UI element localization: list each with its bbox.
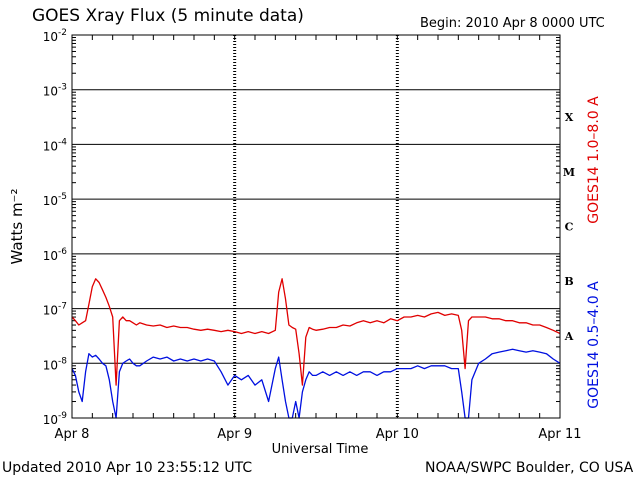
flare-class-label: M xyxy=(563,166,575,179)
series-line-long xyxy=(71,278,561,386)
legend-short-channel: GOES14 0.5–4.0 A xyxy=(586,281,602,409)
flare-class-label: A xyxy=(564,330,574,343)
y-tick-label: 10-5 xyxy=(43,192,67,208)
x-tick-label: Apr 9 xyxy=(217,427,252,442)
x-axis-label: Universal Time xyxy=(271,442,369,457)
flare-class-label: B xyxy=(564,275,573,288)
begin-time-label: Begin: 2010 Apr 8 0000 UTC xyxy=(420,16,605,31)
y-tick-label: 10-9 xyxy=(43,411,68,427)
updated-timestamp: Updated 2010 Apr 10 23:55:12 UTC xyxy=(2,460,253,476)
flare-class-label: C xyxy=(565,221,574,234)
y-tick-label: 10-2 xyxy=(43,28,67,44)
y-tick-label: 10-6 xyxy=(43,247,68,263)
y-tick-label: 10-3 xyxy=(43,83,67,99)
series-line-short xyxy=(71,348,561,419)
y-tick-label: 10-8 xyxy=(43,356,68,372)
x-tick-label: Apr 10 xyxy=(376,427,419,442)
credit-label: NOAA/SWPC Boulder, CO USA xyxy=(425,460,634,476)
legend-long-channel: GOES14 1.0–8.0 A xyxy=(586,96,602,224)
y-axis-label: Watts m⁻² xyxy=(8,189,26,265)
y-tick-label: 10-7 xyxy=(43,302,67,318)
plot-frame xyxy=(71,34,561,419)
x-tick-label: Apr 8 xyxy=(55,427,90,442)
x-tick-label: Apr 11 xyxy=(538,427,581,442)
flare-class-label: X xyxy=(565,111,574,124)
chart-title: GOES Xray Flux (5 minute data) xyxy=(32,6,304,26)
y-tick-label: 10-4 xyxy=(43,137,68,153)
